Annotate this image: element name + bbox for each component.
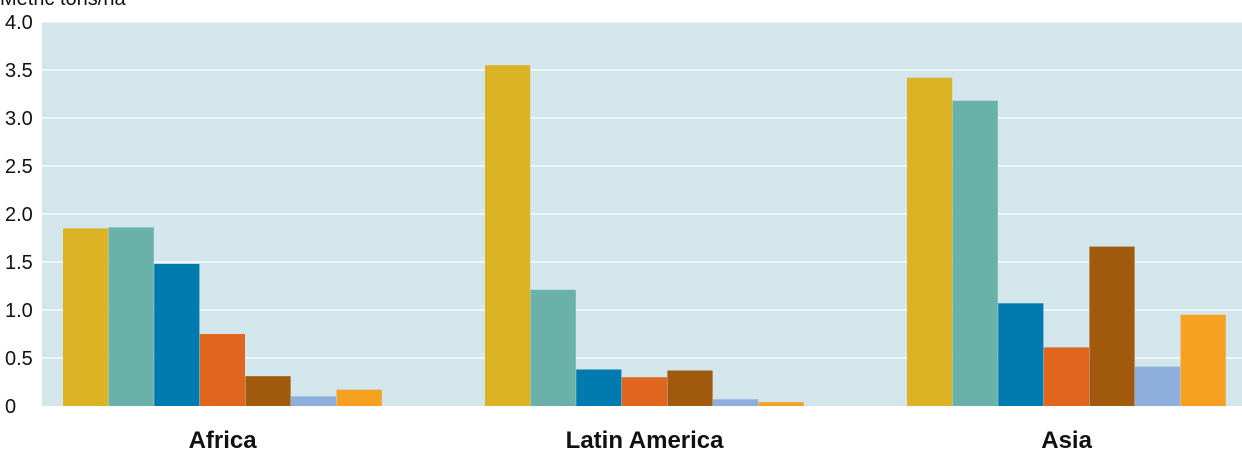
bar <box>758 402 804 406</box>
bar <box>291 396 337 406</box>
y-tick-label: 1.0 <box>5 300 33 322</box>
bar <box>108 227 154 406</box>
bar <box>199 334 245 406</box>
bar <box>336 389 382 406</box>
y-tick-label: 2.5 <box>5 156 33 178</box>
x-category-label: Africa <box>189 427 258 450</box>
y-tick-label: 4.0 <box>5 12 33 34</box>
bar <box>485 65 531 406</box>
y-axis-label: Metric tons/ha <box>0 0 126 11</box>
y-tick-label: 3.5 <box>5 60 33 82</box>
bar <box>154 263 200 406</box>
bar <box>1089 246 1135 406</box>
y-tick-label: 1.5 <box>5 252 33 274</box>
bars <box>63 65 1226 406</box>
bar <box>621 377 667 406</box>
y-tick-label: 3.0 <box>5 108 33 130</box>
bar <box>245 376 291 406</box>
bar <box>998 303 1044 406</box>
y-axis-ticks: 0 0.5 1.0 1.5 2.0 2.5 3.0 3.5 4.0 <box>5 12 33 418</box>
y-tick-label: 2.0 <box>5 204 33 226</box>
x-category-label: Latin America <box>566 427 724 450</box>
bar <box>713 399 759 406</box>
bar <box>1135 366 1181 406</box>
y-tick-label: 0.5 <box>5 348 33 370</box>
bar <box>576 369 622 406</box>
bar <box>1043 347 1089 406</box>
x-axis-categories: Africa Latin America Asia <box>189 427 1093 450</box>
bar <box>952 100 998 406</box>
x-category-label: Asia <box>1041 427 1092 450</box>
bar <box>63 228 109 406</box>
y-tick-label: 0 <box>5 396 16 418</box>
bar <box>530 289 576 406</box>
bar <box>667 370 713 406</box>
bar <box>1180 314 1226 406</box>
bar <box>907 77 953 406</box>
